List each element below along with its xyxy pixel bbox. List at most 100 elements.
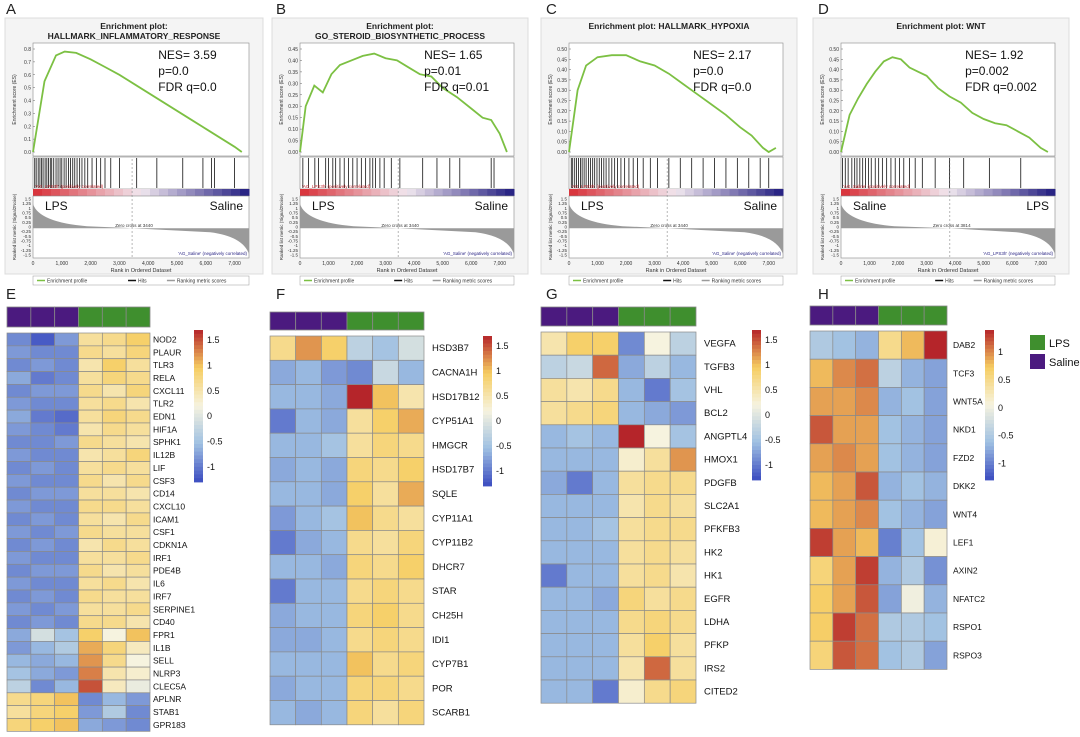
heatmap-cell — [101, 679, 127, 694]
heatmap-cell — [346, 700, 374, 726]
colorbar-segment — [752, 341, 761, 346]
colorbar-segment — [985, 386, 994, 391]
enrichment-profile-line — [840, 56, 1049, 153]
rank-color-segment — [335, 189, 346, 196]
colorbar-tick-label: -1 — [765, 460, 773, 470]
heatmap-cell — [592, 354, 619, 379]
legend-box — [32, 275, 250, 286]
group-annotation-cell — [618, 306, 645, 327]
rank-y-tick-label: 1 — [295, 206, 298, 211]
gene-label: ICAM1 — [153, 514, 179, 524]
x-tick-label: 4,000 — [142, 261, 155, 267]
colorbar-segment — [752, 393, 761, 398]
heatmap-cell — [540, 378, 568, 402]
colorbar-segment — [985, 465, 994, 470]
heatmap-cell — [125, 653, 151, 668]
heatmap-cell — [346, 651, 374, 677]
group-legend: LPS Saline — [1030, 335, 1080, 369]
es-y-tick-label: 0.25 — [288, 93, 298, 99]
heatmap-cell — [320, 505, 348, 531]
heatmap-cell — [372, 578, 399, 604]
heatmap-cell — [125, 384, 151, 398]
heatmap-cell — [269, 700, 297, 726]
heatmap-cell — [101, 576, 127, 591]
rank-y-tick-label: 1.5 — [561, 197, 568, 202]
hits-area — [840, 156, 1056, 190]
heatmap-cell — [30, 653, 56, 668]
heatmap-cell — [592, 610, 619, 634]
colorbar-segment — [194, 406, 203, 411]
rank-y-tick-label: 0 — [564, 225, 567, 230]
heatmap-cell — [30, 628, 56, 642]
heatmap-cell — [101, 409, 127, 424]
gene-label: CXCL11 — [153, 386, 185, 396]
x-tick-label: 1,000 — [56, 261, 69, 267]
heatmap-cell — [125, 448, 151, 462]
group-annotation-cell — [78, 306, 103, 328]
heatmap-cell — [54, 409, 79, 424]
x-tick-label: 1,000 — [591, 261, 604, 267]
rank-color-segment — [460, 189, 470, 196]
heatmap-cell — [878, 640, 902, 670]
gene-label: IDI1 — [432, 635, 449, 646]
heatmap-cell — [78, 435, 103, 449]
heatmap-cell — [54, 422, 79, 437]
rank-color-segment — [765, 189, 775, 196]
colorbar-segment — [985, 333, 994, 338]
rank-color-segment — [1001, 189, 1011, 196]
gene-label: GPR183 — [153, 720, 186, 730]
rank-y-axis-label: Ranked list metric (Signal2Noise) — [12, 193, 17, 260]
rank-metric-scores — [841, 204, 1055, 254]
heatmap-cell — [6, 653, 32, 668]
heatmap-cell — [669, 517, 697, 542]
heatmap-cell — [295, 481, 322, 507]
heatmap-cell — [566, 679, 594, 704]
heatmap-cell — [125, 409, 151, 424]
es-y-tick-label: 0.1 — [24, 137, 31, 143]
rank-y-tick-label: 0 — [295, 225, 298, 230]
es-y-tick-label: 0.00 — [288, 150, 298, 156]
legend-label: Ranking metric scores — [712, 279, 762, 285]
colorbar-segment — [483, 358, 492, 363]
heatmap-cell — [78, 615, 103, 629]
colorbar-segment — [483, 351, 492, 356]
rank-color-segment — [150, 189, 160, 196]
colorbar-segment — [985, 337, 994, 342]
colorbar-segment — [985, 408, 994, 413]
colorbar-segment — [985, 371, 994, 376]
stat-0: NES= 1.92 — [965, 48, 1024, 62]
x-axis-label: Rank in Ordered Dataset — [111, 268, 172, 274]
x-tick-label: 2,000 — [620, 261, 633, 267]
heatmap-cell — [643, 517, 671, 542]
stat-1: p=0.0 — [158, 64, 189, 78]
heatmap-cell — [101, 653, 127, 668]
heatmap-cell — [54, 538, 79, 552]
heatmap-cell — [269, 457, 297, 483]
gene-label: HK1 — [704, 571, 722, 582]
heatmap-cell — [397, 505, 425, 531]
x-tick-label: 1,000 — [322, 261, 335, 267]
heatmap-cell — [78, 332, 103, 347]
rank-color-segment — [478, 189, 488, 196]
rank-color-segment — [983, 189, 994, 196]
x-tick-label: 6,000 — [1006, 261, 1019, 267]
heatmap-cell — [397, 481, 425, 507]
heatmap-cell — [669, 586, 697, 611]
heatmap-cell — [30, 615, 56, 629]
heatmap-cell — [397, 700, 425, 726]
gene-label: HMOX1 — [704, 455, 738, 466]
rank-y-tick-label: 0 — [28, 225, 31, 230]
rank-color-segment — [1019, 189, 1029, 196]
heatmap-cell — [54, 602, 79, 617]
colorbar-segment — [483, 418, 492, 423]
heatmap-cell — [6, 435, 32, 449]
colorbar-segment — [483, 426, 492, 431]
colorbar-tick-label: -1 — [496, 466, 504, 476]
rank-y-tick-label: 1.25 — [289, 201, 298, 206]
heatmap-cell — [372, 700, 399, 726]
heatmap-cell — [6, 666, 32, 681]
heatmap-cell — [78, 538, 103, 552]
heatmap-cell — [54, 705, 79, 719]
heatmap-cell — [643, 494, 671, 518]
heatmap-cell — [54, 474, 79, 488]
